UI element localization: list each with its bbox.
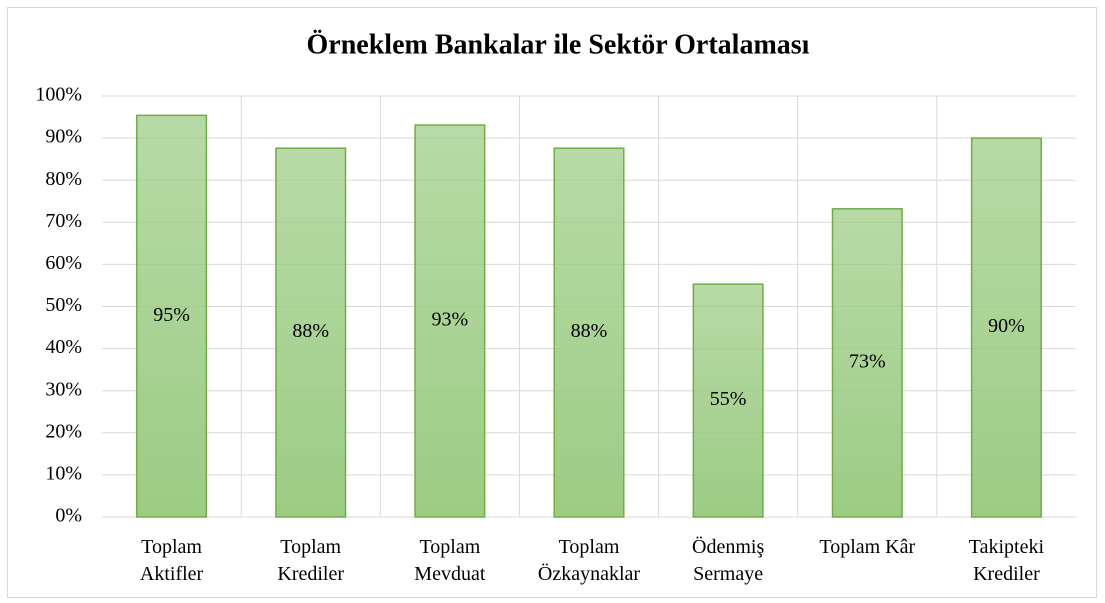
bar	[970, 137, 1042, 518]
y-tick-label: 20%	[45, 420, 82, 442]
y-tick-label: 80%	[45, 168, 82, 190]
x-tick-label: Toplam Aktifler	[139, 536, 204, 585]
y-tick-label: 90%	[45, 126, 82, 148]
bar	[275, 147, 347, 518]
y-tick-label: 70%	[45, 210, 82, 232]
y-tick-label: 10%	[45, 462, 82, 484]
data-label: 55%	[710, 388, 747, 410]
bar	[414, 124, 486, 518]
x-tick-label: Takipteki Krediler	[968, 536, 1045, 585]
x-tick-label: Ödenmiş Sermaye	[692, 536, 765, 585]
x-tick-label: Toplam Kâr	[819, 536, 916, 558]
bar	[553, 147, 625, 518]
data-label: 93%	[432, 309, 469, 331]
chart-title: Örneklem Bankalar ile Sektör Ortalaması	[307, 29, 810, 60]
data-label: 88%	[292, 320, 329, 342]
y-tick-label: 30%	[45, 378, 82, 400]
y-tick-label: 40%	[45, 336, 82, 358]
bar	[692, 283, 764, 518]
data-label: 95%	[153, 304, 190, 326]
bar	[831, 208, 903, 518]
data-label: 73%	[849, 351, 886, 373]
y-tick-label: 50%	[45, 294, 82, 316]
data-label: 90%	[988, 315, 1025, 337]
x-tick-label: Toplam Krediler	[277, 536, 345, 585]
bar	[136, 114, 208, 518]
y-tick-label: 60%	[45, 252, 82, 274]
y-tick-label: 100%	[35, 84, 82, 106]
x-tick-label: Toplam Mevduat	[414, 536, 486, 585]
y-tick-label: 0%	[55, 505, 82, 527]
x-tick-label: Toplam Özkaynaklar	[537, 536, 641, 585]
data-label: 88%	[571, 320, 608, 342]
